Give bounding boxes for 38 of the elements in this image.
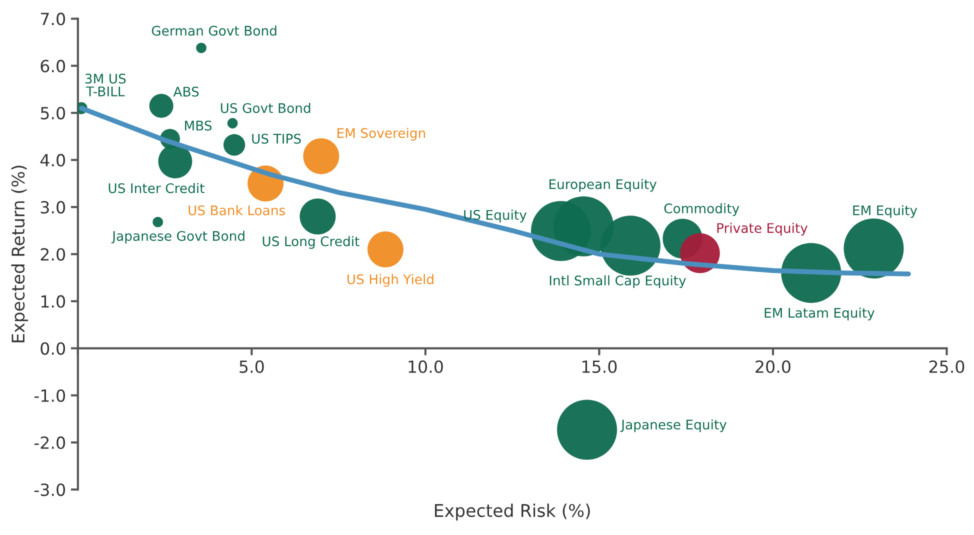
annotation: 3M US T-BILL	[85, 74, 126, 96]
annotation: EM Latam Equity	[764, 308, 874, 320]
annotation: Private Equity	[717, 222, 808, 236]
annotation: US Equity	[464, 210, 527, 222]
annotation: ABS	[173, 86, 199, 97]
annotation: Japanese Govt Bond	[111, 230, 244, 244]
annotation: EM Equity	[853, 205, 918, 218]
y-tick-label: -3.0	[34, 483, 66, 496]
x-tick-label: 20.0	[756, 360, 790, 373]
annotation: US Bank Loans	[188, 205, 285, 216]
annotation: European Equity	[549, 178, 657, 192]
annotation: Commodity	[664, 203, 740, 216]
annotation: Intl Small Cap Equity	[550, 275, 686, 288]
y-tick-label: 5.0	[40, 106, 66, 120]
y-tick-label: 6.0	[40, 60, 66, 72]
x-tick-label: 15.0	[582, 360, 617, 373]
annotation: Japanese Equity	[620, 419, 727, 432]
y-tick-label: 2.0	[40, 248, 66, 261]
annotation: US TIPS	[252, 134, 301, 144]
x-axis-title: Expected Risk (%)	[434, 504, 590, 520]
annotation: US Inter Credit	[108, 182, 204, 194]
y-axis-title: Expected Return (%)	[11, 166, 28, 342]
x-tick-label: 5.0	[240, 360, 264, 373]
y-tick-label: -1.0	[34, 389, 66, 402]
y-tick-label: 1.0	[41, 295, 66, 308]
y-tick-label: 0.0	[40, 342, 66, 355]
annotation: MBS	[185, 120, 212, 131]
y-tick-label: 7.0	[40, 12, 66, 26]
y-tick-label: -2.0	[34, 436, 66, 450]
y-tick-label: 3.0	[40, 201, 66, 214]
annotation: EM Sovereign	[338, 128, 426, 141]
annotation: US Govt Bond	[220, 102, 310, 114]
annotation: US Long Credit	[262, 236, 360, 249]
x-tick-label: 10.0	[408, 360, 443, 373]
annotation: US High Yield	[348, 274, 434, 287]
y-tick-label: 4.0	[40, 154, 66, 167]
annotation: German Govt Bond	[152, 26, 276, 36]
x-tick-label: 25.0	[929, 360, 964, 373]
